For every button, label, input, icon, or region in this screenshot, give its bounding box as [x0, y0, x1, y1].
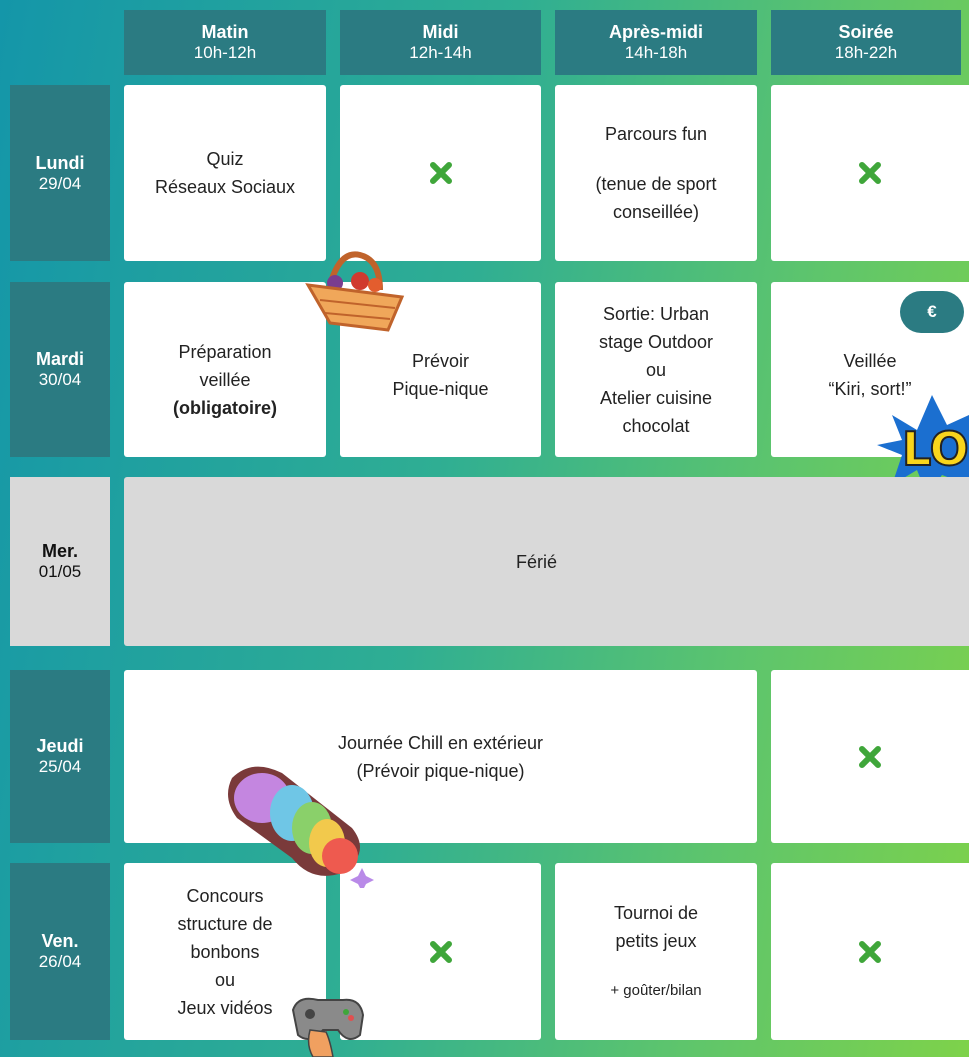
header-cell: Soirée 18h-22h: [771, 10, 961, 75]
holiday-cell: Férié: [124, 477, 969, 646]
controller-sticker: [291, 997, 365, 1057]
lol-sticker: LO: [877, 395, 969, 495]
line: ou: [214, 969, 236, 990]
line: “Kiri, sort!”: [828, 378, 912, 399]
col-time: 18h-22h: [834, 43, 898, 62]
cross-icon: [859, 745, 881, 768]
line: Tournoi de: [613, 902, 699, 923]
date: 30/04: [38, 370, 82, 389]
activity-cell: Tournoi de petits jeux + goûter/bilan: [555, 863, 757, 1040]
line: Atelier cuisine: [599, 387, 713, 408]
activity-cell: Journée Chill en extérieur (Prévoir pique…: [124, 670, 757, 843]
line: ou: [645, 359, 667, 380]
line: Réseaux Sociaux: [154, 177, 296, 197]
activity-cell: [771, 670, 969, 843]
line: Veillée: [843, 350, 897, 371]
day-cell: Lundi 29/04: [10, 85, 110, 261]
col-name: Midi: [422, 22, 459, 42]
header-cell: Midi 12h-14h: [340, 10, 541, 75]
header-cell: Matin 10h-12h: [124, 10, 326, 75]
line: Journée Chill en extérieur: [337, 732, 544, 753]
date: 29/04: [38, 173, 82, 193]
activity-cell: [340, 85, 541, 261]
activity-cell: Sortie: Urban stage Outdoor ou Atelier cuis…: [555, 282, 757, 457]
day-cell: Mardi 30/04: [10, 282, 110, 457]
price-badge: €: [900, 291, 964, 333]
basket-sticker: [305, 251, 405, 332]
line: (obligatoire): [173, 397, 277, 418]
col-time: 14h-18h: [624, 43, 688, 62]
activity-cell: Préparation veillée (obligatoire): [124, 282, 326, 457]
cross-icon: [859, 162, 881, 184]
cross-icon: [429, 162, 452, 184]
col-time: 10h-12h: [193, 43, 257, 62]
line: Concours: [186, 885, 264, 906]
line: (Prévoir pique-nique): [356, 760, 525, 781]
line: + goûter/bilan: [610, 981, 702, 999]
line: veillée: [199, 369, 251, 390]
line: Férié: [515, 551, 557, 572]
activity-cell: [340, 863, 541, 1040]
day-cell: Mer. 01/05: [10, 477, 110, 646]
day: Mardi: [35, 349, 84, 369]
col-time: 12h-14h: [409, 43, 472, 62]
line: stage Outdoor: [598, 331, 714, 352]
line: conseillée): [612, 202, 700, 222]
header-cell: Après-midi 14h-18h: [555, 10, 757, 75]
line: Prévoir: [411, 350, 469, 371]
day: Jeudi: [36, 736, 84, 756]
line: Préparation: [178, 341, 272, 362]
cross-icon: [859, 940, 881, 963]
line: Jeux vidéos: [177, 997, 273, 1018]
line: Quiz: [206, 149, 244, 169]
date: 26/04: [38, 952, 82, 971]
line: structure de: [177, 913, 273, 934]
candy-sticker: [228, 766, 374, 888]
activity-cell: [771, 863, 969, 1040]
sticker-text: LO: [902, 422, 969, 476]
activity-cell: [771, 85, 969, 261]
line: Parcours fun: [604, 124, 708, 144]
day: Ven.: [41, 931, 79, 951]
col-name: Matin: [201, 22, 249, 42]
activity-cell: Quiz Réseaux Sociaux: [124, 85, 326, 261]
line: Pique-nique: [392, 378, 489, 399]
day-cell: Jeudi 25/04: [10, 670, 110, 843]
line: Sortie: Urban: [602, 303, 710, 324]
line: bonbons: [190, 941, 260, 962]
date: 01/05: [38, 562, 82, 581]
line: petits jeux: [615, 930, 697, 951]
col-name: Après-midi: [608, 22, 704, 42]
day-cell: Ven. 26/04: [10, 863, 110, 1040]
col-name: Soirée: [838, 22, 894, 42]
line: (tenue de sport: [595, 174, 717, 194]
day: Mer.: [41, 541, 79, 561]
cross-icon: [429, 940, 452, 963]
date: 25/04: [38, 757, 82, 776]
line: chocolat: [622, 415, 690, 436]
day: Lundi: [35, 152, 85, 173]
activity-cell: Parcours fun (tenue de sport conseillée): [555, 85, 757, 261]
